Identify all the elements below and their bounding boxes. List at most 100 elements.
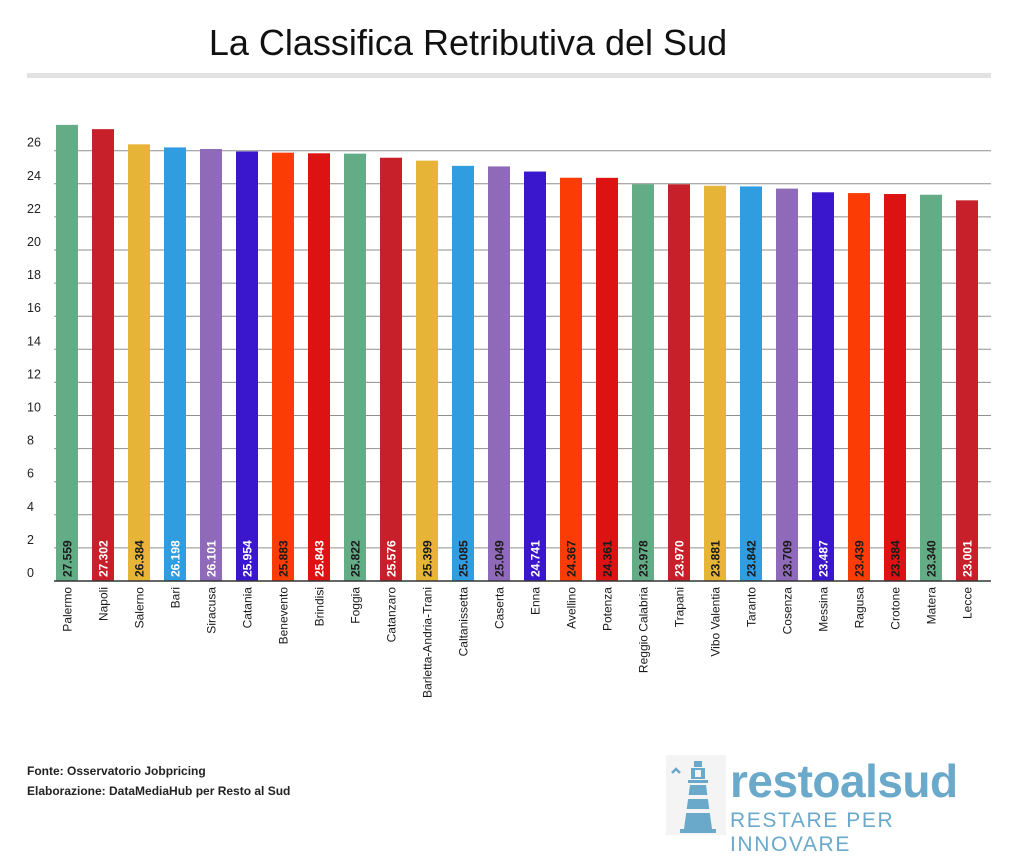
lighthouse-icon [666, 755, 726, 835]
bar-caserta [488, 166, 510, 581]
category-label: Cosenza [781, 587, 795, 635]
title-divider [27, 73, 991, 78]
bar-napoli [92, 129, 114, 581]
category-labels: Palermo Napoli Salerno Bari Siracusa Catania B… [61, 587, 975, 698]
value-label: 27.302 [97, 540, 111, 577]
bar-ragusa [848, 193, 870, 582]
bar-brindisi [308, 153, 330, 582]
value-label: 25.954 [241, 540, 255, 577]
category-label: Palermo [61, 587, 75, 632]
value-label: 25.085 [457, 540, 471, 577]
bar-trapani [668, 184, 690, 581]
y-tick-label: 2 [27, 533, 34, 547]
category-label: Matera [925, 587, 939, 625]
value-label: 24.741 [529, 540, 543, 577]
y-tick-label: 22 [27, 202, 41, 216]
restoalsud-logo[interactable]: restoalsud RESTARE PER INNOVARE [666, 755, 1006, 856]
category-label: Vibo Valentia [709, 587, 723, 657]
bar-messina [812, 192, 834, 581]
bars [56, 124, 978, 582]
category-label: Lecce [961, 587, 975, 619]
y-tick-label: 20 [27, 235, 41, 249]
category-label: Salerno [133, 587, 147, 629]
value-label: 25.883 [277, 540, 291, 577]
value-label: 23.439 [853, 540, 867, 577]
category-label: Trapani [673, 587, 687, 627]
bar-taranto [740, 186, 762, 581]
value-label: 23.340 [925, 540, 939, 577]
bar-enna [524, 171, 546, 582]
category-label: Napoli [97, 587, 111, 621]
category-label: Foggia [349, 587, 363, 624]
category-label: Bari [169, 587, 183, 608]
bar-crotone [884, 193, 906, 581]
bar-foggia [344, 153, 366, 581]
bar-caltanissetta [452, 165, 474, 581]
category-label: Catanzaro [385, 587, 399, 643]
category-label: Enna [529, 587, 543, 615]
value-label: 25.049 [493, 540, 507, 577]
value-label: 25.822 [349, 540, 363, 577]
source-note: Fonte: Osservatorio Jobpricing [27, 764, 206, 778]
value-label: 25.576 [385, 540, 399, 577]
category-label: Benevento [277, 587, 291, 645]
value-labels: 27.559 27.302 26.384 26.198 26.101 25.954 25.8… [61, 540, 975, 577]
credit-note: Elaborazione: DataMediaHub per Resto al … [27, 784, 291, 798]
y-tick-label: 4 [27, 500, 34, 514]
value-label: 23.001 [961, 540, 975, 577]
bar-benevento [272, 152, 294, 581]
value-label: 26.101 [205, 540, 219, 577]
y-tick-label: 18 [27, 268, 41, 282]
y-tick-label: 6 [27, 467, 34, 481]
category-label: Messina [817, 587, 831, 632]
bar-siracusa [200, 149, 222, 581]
bar-matera [920, 194, 942, 581]
value-label: 23.978 [637, 540, 651, 577]
value-label: 23.487 [817, 540, 831, 577]
bar-lecce [956, 200, 978, 582]
bar-catanzaro [380, 157, 402, 581]
y-tick-label: 10 [27, 401, 41, 415]
category-label: Brindisi [313, 587, 327, 626]
value-label: 23.881 [709, 540, 723, 577]
category-label: Catania [241, 587, 255, 629]
y-tick-label: 26 [27, 136, 41, 150]
y-tick-label: 24 [27, 169, 41, 183]
bar-barletta-andria-trani [416, 160, 438, 581]
value-label: 23.384 [889, 540, 903, 577]
value-label: 26.384 [133, 540, 147, 577]
bar-salerno [128, 144, 150, 582]
chart-title: La Classifica Retributiva del Sud [208, 22, 728, 63]
bar-bari [164, 147, 186, 581]
logo-tagline: RESTARE PER INNOVARE [730, 809, 895, 856]
y-tick-label: 14 [27, 334, 41, 348]
value-label: 23.970 [673, 540, 687, 577]
value-label: 23.842 [745, 540, 759, 577]
bar-potenza [596, 177, 618, 582]
value-label: 25.843 [313, 540, 327, 577]
category-label: Siracusa [205, 587, 219, 634]
category-label: Reggio Calabria [637, 587, 651, 673]
value-label: 23.709 [781, 540, 795, 577]
value-label: 24.361 [601, 540, 615, 577]
y-tick-label: 12 [27, 367, 41, 381]
value-label: 26.198 [169, 540, 183, 577]
value-label: 24.367 [565, 540, 579, 577]
y-tick-label: 0 [27, 566, 34, 580]
y-tick-label: 16 [27, 301, 41, 315]
bar-avellino [560, 177, 582, 582]
bar-reggio-calabria [632, 184, 654, 581]
category-label: Barletta-Andria-Trani [421, 587, 435, 698]
category-label: Taranto [745, 587, 759, 627]
value-label: 25.399 [421, 540, 435, 577]
y-tick-label: 8 [27, 434, 34, 448]
bar-palermo [56, 124, 78, 581]
category-label: Crotone [889, 587, 903, 630]
category-label: Avellino [565, 587, 579, 629]
category-label: Potenza [601, 587, 615, 631]
category-label: Caltanissetta [457, 587, 471, 657]
category-label: Ragusa [853, 587, 867, 629]
category-label: Caserta [493, 587, 507, 629]
